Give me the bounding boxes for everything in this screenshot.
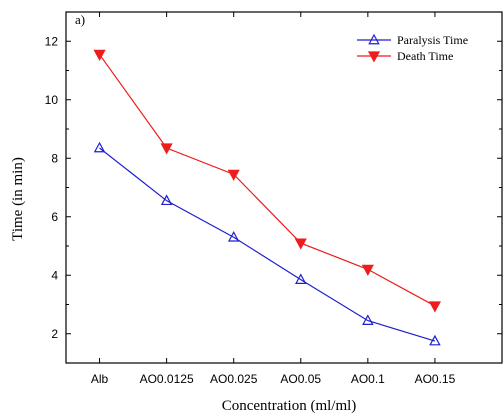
x-tick-label: AO0.15 bbox=[415, 372, 456, 386]
plot-frame bbox=[65, 11, 503, 364]
series-death-time bbox=[93, 49, 441, 313]
data-point-paralysis-time bbox=[429, 334, 441, 346]
data-point-death-time bbox=[294, 238, 307, 250]
data-point-paralysis-time bbox=[295, 273, 307, 284]
y-axis-title: Time (in min) bbox=[10, 157, 26, 241]
series-layer bbox=[93, 49, 441, 346]
y-tick-label: 10 bbox=[45, 93, 59, 107]
series-line-paralysis-time bbox=[99, 147, 436, 342]
x-tick-label: AO0.025 bbox=[210, 372, 258, 386]
y-tick-label: 6 bbox=[51, 210, 58, 224]
data-point-death-time bbox=[428, 301, 441, 313]
legend-item-paralysis-time: Paralysis Time bbox=[357, 33, 468, 47]
x-tick-label: AO0.05 bbox=[280, 372, 321, 386]
data-point-paralysis-time bbox=[160, 194, 173, 206]
series-line-death-time bbox=[99, 54, 436, 307]
y-tick-label: 2 bbox=[51, 327, 58, 341]
legend: Paralysis Time Death Time bbox=[357, 33, 468, 63]
x-axis-title: Concentration (ml/ml) bbox=[222, 398, 357, 414]
data-point-death-time bbox=[227, 169, 240, 181]
data-point-death-time bbox=[93, 49, 106, 61]
legend-label: Death Time bbox=[397, 49, 453, 63]
data-point-paralysis-time bbox=[227, 230, 240, 242]
y-tick-label: 8 bbox=[51, 151, 58, 165]
series-paralysis-time bbox=[93, 141, 441, 346]
legend-label: Paralysis Time bbox=[397, 33, 468, 47]
y-tick-label: 12 bbox=[45, 34, 59, 48]
legend-marker bbox=[367, 51, 381, 63]
data-point-paralysis-time bbox=[362, 314, 374, 325]
x-tick-label: Alb bbox=[91, 372, 109, 386]
legend-item-death-time: Death Time bbox=[357, 49, 453, 63]
data-point-death-time bbox=[361, 264, 374, 276]
panel-label: a) bbox=[75, 12, 85, 27]
legend-marker bbox=[368, 33, 380, 45]
data-point-death-time bbox=[160, 143, 173, 155]
x-axis-ticks: Alb AO0.0125 AO0.025 AO0.05 AO0.1 AO0.15 bbox=[91, 12, 456, 386]
y-tick-label: 4 bbox=[51, 268, 58, 282]
plot-border bbox=[65, 11, 503, 364]
x-tick-label: AO0.0125 bbox=[140, 372, 194, 386]
y-axis-ticks: 2 4 6 8 10 12 bbox=[45, 11, 502, 364]
data-point-paralysis-time bbox=[93, 141, 106, 153]
x-tick-label: AO0.1 bbox=[351, 372, 385, 386]
